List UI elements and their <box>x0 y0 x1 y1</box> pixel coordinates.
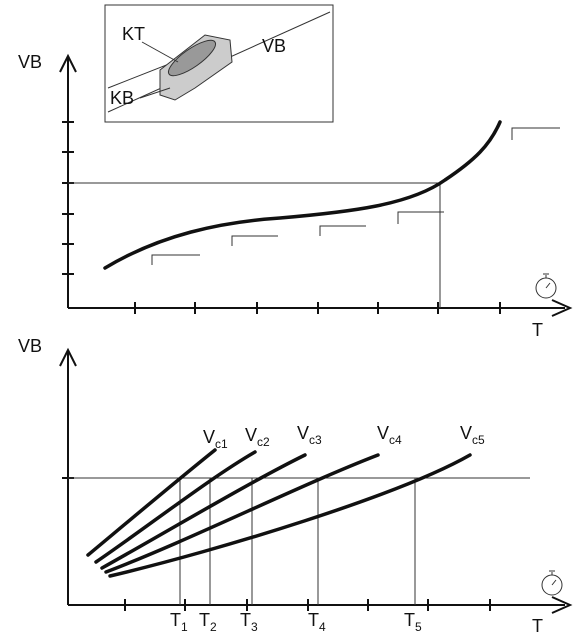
label-sub: 4 <box>319 620 326 634</box>
label-sub: 5 <box>415 620 422 634</box>
inset-label: VB <box>262 36 286 56</box>
label-base: T <box>170 610 181 630</box>
curve-label: Vc2 <box>245 425 270 449</box>
label-base: T <box>308 610 319 630</box>
label-sub: c2 <box>257 435 270 449</box>
label-sub: c1 <box>215 437 228 451</box>
curve-label: Vc5 <box>460 423 485 447</box>
time-lines <box>180 478 415 605</box>
label-base: V <box>245 425 257 445</box>
time-label: T1 <box>170 610 188 634</box>
stopwatch <box>536 274 556 298</box>
label-sub: c5 <box>472 433 485 447</box>
wear-symbol <box>152 128 560 265</box>
curve-label: Vc1 <box>203 427 228 451</box>
curve-label: Vc4 <box>377 423 402 447</box>
label-base: V <box>377 423 389 443</box>
label-base: V <box>203 427 215 447</box>
label-sub: 1 <box>181 620 188 634</box>
reference-line <box>68 183 440 308</box>
label-base: V <box>297 423 309 443</box>
label-base: V <box>460 423 472 443</box>
wear-curve <box>105 122 500 268</box>
x-label: T <box>532 616 543 636</box>
time-label: T4 <box>308 610 326 634</box>
time-label: T3 <box>240 610 258 634</box>
label-base: T <box>240 610 251 630</box>
label-sub: c4 <box>389 433 402 447</box>
x-axis <box>68 597 570 613</box>
inset-label: KT <box>122 24 145 44</box>
curve <box>106 455 378 572</box>
label-sub: 3 <box>251 620 258 634</box>
diagram: KT VB KB VB T VB T Vc1Vc2Vc3Vc4Vc5 T1T2T… <box>0 0 573 639</box>
y-label: VB <box>18 52 42 72</box>
inset-label: KB <box>110 88 134 108</box>
label-sub: c3 <box>309 433 322 447</box>
x-label: T <box>532 320 543 340</box>
leader <box>142 42 178 62</box>
top-chart: KT VB KB VB T <box>18 5 570 340</box>
label-base: T <box>199 610 210 630</box>
stopwatch <box>542 571 562 595</box>
y-label: VB <box>18 336 42 356</box>
label-base: T <box>404 610 415 630</box>
curve-label: Vc3 <box>297 423 322 447</box>
time-label: T5 <box>404 610 422 634</box>
time-label: T2 <box>199 610 217 634</box>
label-sub: 2 <box>210 620 217 634</box>
